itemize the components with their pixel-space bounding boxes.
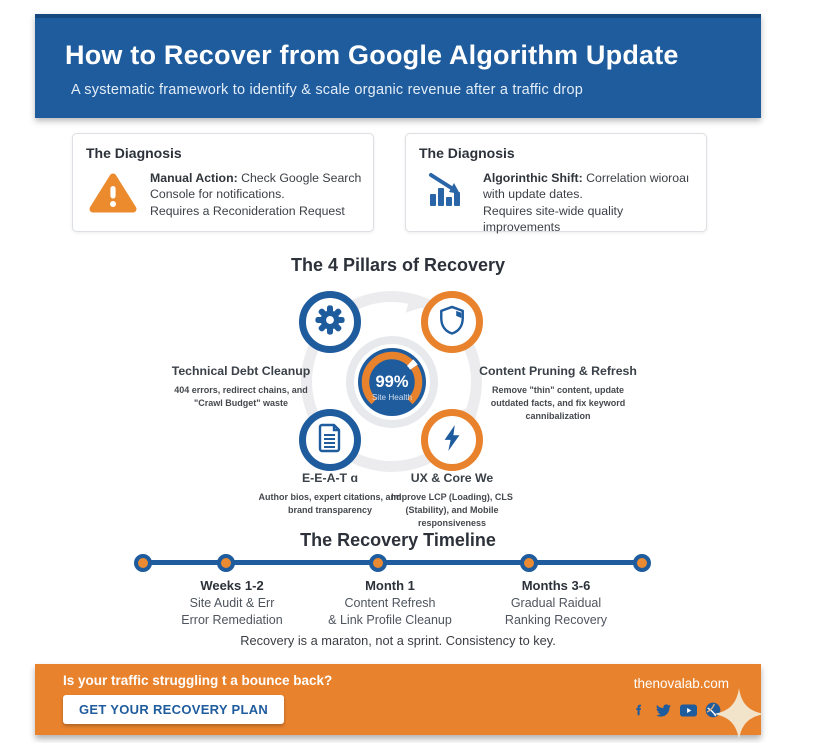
document-icon	[317, 423, 343, 458]
pillar-desc: Remove "thin" content, update outdated f…	[490, 385, 626, 422]
social-icons-row	[633, 702, 721, 718]
site-health-gauge: 99% Site Health	[344, 334, 440, 435]
shield-icon	[438, 304, 466, 341]
page-title: How to Recover from Google Algorithm Upd…	[65, 40, 679, 70]
milestone-title: Months 3-6	[521, 578, 591, 593]
card-text: Manual Action: Check Google Search Conso…	[150, 170, 367, 219]
pillar-title: E-E-A-T ɑ	[301, 471, 358, 485]
sparkle-icon	[713, 688, 765, 743]
twitter-icon[interactable]	[655, 703, 672, 718]
pillar-title: Content Pruning & Refresh	[479, 364, 637, 378]
milestone-line: Gradual Raidual	[510, 596, 602, 610]
pillar-ux	[421, 409, 483, 471]
bolt-icon	[439, 423, 465, 458]
website-link[interactable]: thenovalab.com	[633, 676, 729, 691]
gauge-label: Site Health	[372, 393, 412, 402]
timeline-dot	[217, 554, 235, 572]
pillar-title: Technical Debt Cleanup	[171, 364, 311, 378]
timeline-dot	[520, 554, 538, 572]
card-lead: Algorinthic Shift:	[483, 171, 583, 185]
diagnosis-card-algorithmic-shift: The Diagnosis Algorinthic Shift: Correla…	[405, 133, 707, 235]
timeline-line	[142, 560, 642, 565]
pillar-label-content: Content Pruning & Refresh Remove "thin" …	[477, 364, 639, 423]
milestone-line: & Link Profile Cleanup	[328, 612, 452, 627]
milestone-title: Month 1	[365, 578, 415, 593]
timeline-dot	[633, 554, 651, 572]
youtube-icon[interactable]	[680, 703, 697, 717]
gear-icon	[314, 304, 346, 341]
milestone-weeks-1-2: Weeks 1-2 Site Audit & Err Error Remedia…	[147, 578, 317, 628]
footer-question: Is your traffic struggling t a bounce ba…	[63, 673, 333, 688]
timeline-dot	[134, 554, 152, 572]
card-body-text: Correlation wioroaı with update dates.	[483, 171, 690, 202]
card-line2: Requires site-wide quality improvements	[483, 203, 624, 235]
timeline-note: Recovery is a maraton, not a sprint. Con…	[240, 633, 556, 648]
timeline-dot	[369, 554, 387, 572]
card-text: Algorinthic Shift: Correlation wioroaı w…	[483, 170, 700, 235]
card-line2: Requires a Reconideration Request	[150, 203, 345, 218]
pillar-title: UX & Core We	[410, 471, 494, 485]
milestone-line: Content Refresh	[344, 596, 436, 610]
milestone-title: Weeks 1-2	[200, 578, 264, 593]
pillar-technical	[299, 291, 361, 353]
diagnosis-card-manual-action: The Diagnosis Manual Action: Check Googl…	[72, 133, 374, 232]
milestone-months-3-6: Months 3-6 Gradual Raidual Ranking Recov…	[471, 578, 641, 628]
declining-chart-icon	[422, 170, 470, 210]
gauge-value: 99%	[375, 373, 408, 391]
card-heading: The Diagnosis	[419, 145, 515, 161]
cycle-ring	[301, 291, 482, 472]
pillar-label-eeat: E-E-A-T ɑ Author bios, expert citations,…	[250, 471, 410, 517]
pillar-label-technical: Technical Debt Cleanup 404 errors, redir…	[161, 364, 321, 410]
milestone-line: Site Audit & Err	[189, 596, 275, 610]
pillar-desc: 404 errors, redirect chains, and "Crawl …	[174, 385, 308, 409]
card-lead: Manual Action:	[150, 171, 238, 185]
pillar-desc: Improve LCP (Loading), CLS (Stability), …	[391, 492, 513, 529]
milestone-month-1: Month 1 Content Refresh & Link Profile C…	[305, 578, 475, 628]
milestone-line: Ranking Recovery	[504, 612, 608, 627]
pillar-content	[421, 291, 483, 353]
page-subtitle: A systematic framework to identify & sca…	[71, 82, 583, 98]
header-banner: How to Recover from Google Algorithm Upd…	[35, 14, 761, 118]
warning-triangle-icon	[89, 170, 137, 214]
timeline-section-title: The Recovery Timeline	[300, 530, 496, 550]
pillar-eeat	[299, 409, 361, 471]
pillars-section-title: The 4 Pillars of Recovery	[290, 255, 506, 275]
facebook-icon[interactable]	[633, 702, 647, 718]
card-body-text: Check Google Search Console for notifica…	[150, 171, 362, 202]
pillars-diagram: 99% Site Health	[262, 285, 522, 497]
get-recovery-plan-button[interactable]: GET YOUR RECOVERY PLAN	[63, 695, 285, 724]
pillar-desc: Author bios, expert citations, and brand…	[258, 492, 402, 516]
pillar-label-ux: UX & Core We Improve LCP (Loading), CLS …	[372, 471, 532, 530]
footer-cta-bar: Is your traffic struggling t a bounce ba…	[35, 664, 765, 740]
card-heading: The Diagnosis	[86, 145, 182, 161]
milestone-line: Error Remediation	[181, 612, 283, 627]
